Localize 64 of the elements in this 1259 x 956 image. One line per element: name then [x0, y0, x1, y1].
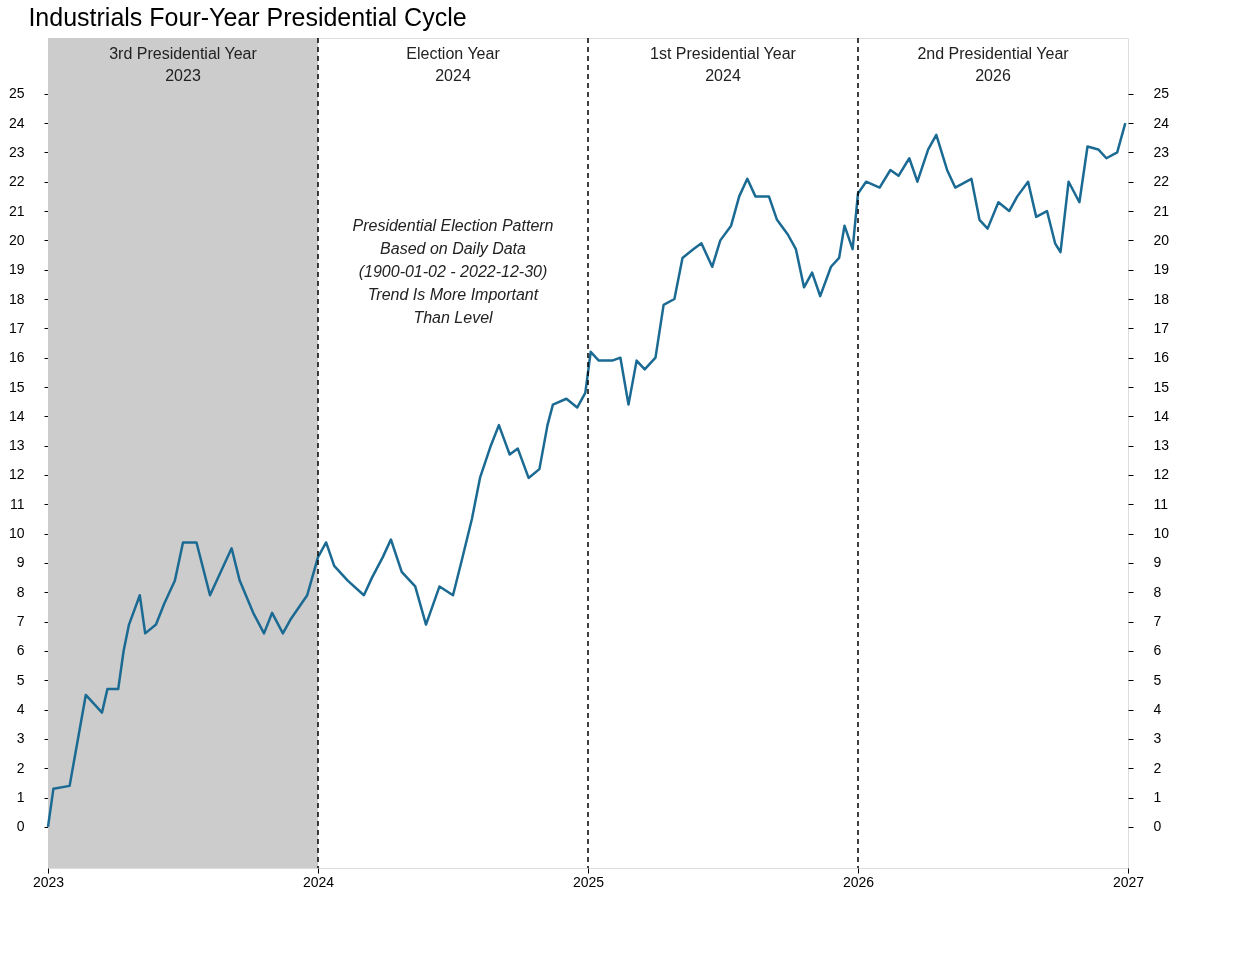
y-tick-label: 6 — [16, 642, 25, 659]
y-tick-label: 12 — [8, 466, 25, 483]
y2-tick-label: 18 — [1153, 290, 1170, 307]
annotation: 1st Presidential Year 2024 — [650, 45, 797, 84]
y-tick-label: 8 — [16, 583, 25, 600]
y-tick-label: 2 — [16, 759, 25, 776]
y-tick-label: 9 — [16, 554, 25, 571]
y-tick-label: 10 — [8, 525, 25, 542]
y2-tick-label: 5 — [1153, 671, 1162, 688]
y2-tick-label: 16 — [1153, 349, 1170, 366]
y2-tick-label: 19 — [1153, 261, 1170, 278]
line-series — [46, 121, 1127, 829]
annotation: Presidential Election Pattern Based on Daily Data (1900-01-02 - 2022-12-30) Trend Is More Important Than Level — [352, 217, 554, 326]
y2-tick-label: 7 — [1153, 613, 1162, 630]
annotation: 3rd Presidential Year 2023 — [109, 45, 258, 84]
y2-tick-label: 0 — [1153, 818, 1162, 835]
y2-tick-label: 17 — [1153, 319, 1170, 336]
y-tick-label: 4 — [16, 701, 25, 718]
x-tick-label: 2027 — [1112, 873, 1145, 890]
y2-tick-label: 15 — [1153, 378, 1170, 395]
annotation: 2nd Presidential Year 2026 — [917, 45, 1070, 84]
y-tick-label: 21 — [8, 202, 25, 219]
y2-tick-label: 20 — [1153, 231, 1170, 248]
y-tick-label: 3 — [16, 730, 25, 747]
chart-title: Industrials Four-Year Presidential Cycle — [28, 3, 467, 32]
y2-tick-label: 23 — [1153, 143, 1170, 160]
y2-tick-label: 2 — [1153, 759, 1162, 776]
y-tick-label: 24 — [8, 114, 25, 131]
y-tick-label: 16 — [8, 349, 25, 366]
x-tick-label: 2023 — [32, 873, 65, 890]
y-tick-label: 1 — [16, 789, 25, 806]
y-tick-label: 17 — [8, 319, 25, 336]
y2-tick-label: 6 — [1153, 642, 1162, 659]
y2-tick-label: 14 — [1153, 407, 1170, 424]
y-tick-label: 22 — [8, 173, 25, 190]
annotation: Election Year 2024 — [406, 45, 501, 84]
y2-tick-label: 11 — [1153, 495, 1169, 512]
y2-tick-label: 21 — [1153, 202, 1170, 219]
y-tick-label: 14 — [8, 407, 25, 424]
y-tick-label: 5 — [16, 671, 25, 688]
y2-tick-label: 1 — [1153, 789, 1162, 806]
y-tick-label: 23 — [8, 143, 25, 160]
y2-tick-label: 9 — [1153, 554, 1162, 571]
y2-tick-label: 24 — [1153, 114, 1170, 131]
y-tick-label: 15 — [8, 378, 25, 395]
y-tick-label: 18 — [8, 290, 25, 307]
y2-tick-label: 25 — [1153, 85, 1170, 102]
y-tick-label: 0 — [16, 818, 25, 835]
y2-tick-label: 8 — [1153, 583, 1162, 600]
y-tick-label: 19 — [8, 261, 25, 278]
y2-tick-label: 13 — [1153, 437, 1170, 454]
y2-tick-label: 10 — [1153, 525, 1170, 542]
x-tick-label: 2026 — [842, 873, 875, 890]
y-tick-label: 13 — [8, 437, 25, 454]
y-tick-label: 11 — [9, 495, 25, 512]
y2-tick-label: 12 — [1153, 466, 1170, 483]
x-tick-label: 2024 — [302, 873, 335, 890]
y2-tick-label: 22 — [1153, 173, 1170, 190]
y-tick-label: 7 — [16, 613, 25, 630]
y-tick-label: 25 — [8, 85, 25, 102]
y2-tick-label: 4 — [1153, 701, 1162, 718]
y-tick-label: 20 — [8, 231, 25, 248]
y2-tick-label: 3 — [1153, 730, 1162, 747]
x-tick-label: 2025 — [572, 873, 605, 890]
